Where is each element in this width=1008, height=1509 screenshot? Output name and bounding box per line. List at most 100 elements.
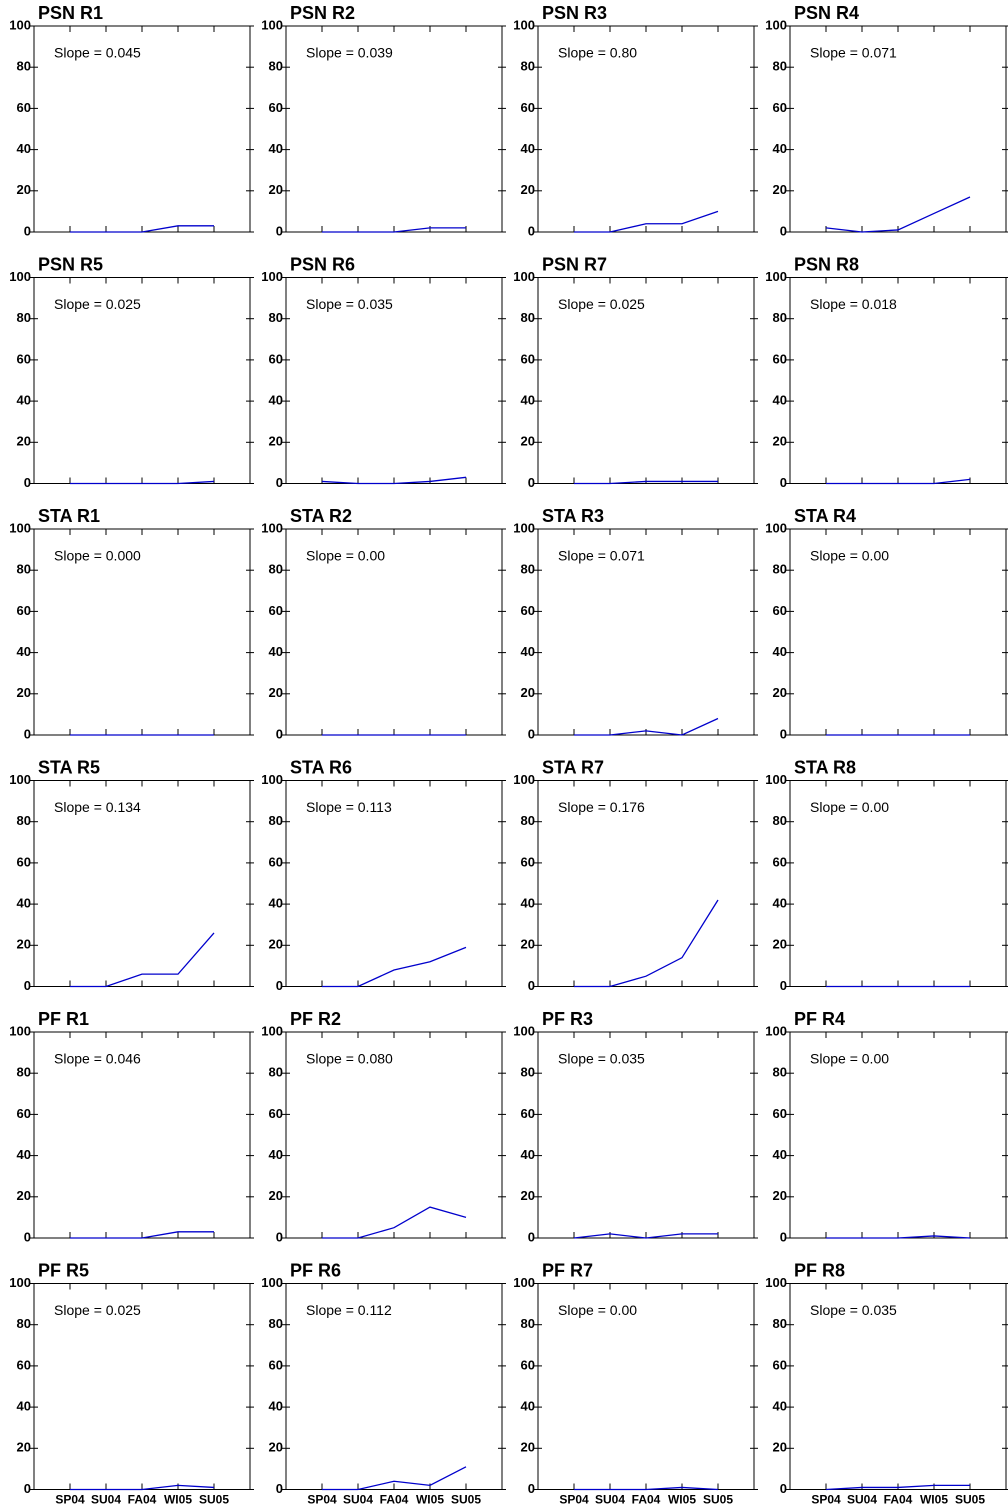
y-tick-label: 100 xyxy=(765,772,787,787)
y-tick-label: 100 xyxy=(261,772,283,787)
y-tick-label: 40 xyxy=(773,644,787,659)
x-tick-label: SU04 xyxy=(343,1493,373,1507)
y-tick-label: 20 xyxy=(269,937,283,952)
y-tick-label: 0 xyxy=(276,223,283,238)
y-tick-label: 20 xyxy=(17,434,31,449)
y-tick-label: 0 xyxy=(24,1481,31,1496)
chart-title: PF R3 xyxy=(542,1009,593,1029)
chart-title: STA R2 xyxy=(290,506,352,526)
data-line xyxy=(322,227,466,233)
data-line xyxy=(322,946,467,988)
y-tick-label: 20 xyxy=(17,1188,31,1203)
y-tick-label: 100 xyxy=(765,520,787,535)
y-tick-label: 60 xyxy=(521,351,535,366)
y-tick-label: 40 xyxy=(773,393,787,408)
y-tick-label: 60 xyxy=(521,100,535,115)
y-tick-label: 20 xyxy=(269,1188,283,1203)
y-tick-label: 40 xyxy=(269,1399,283,1414)
y-tick-label: 20 xyxy=(773,182,787,197)
y-tick-label: 60 xyxy=(269,351,283,366)
x-tick-label: FA04 xyxy=(380,1493,409,1507)
x-tick-label: WI05 xyxy=(668,1493,696,1507)
y-tick-label: 100 xyxy=(9,269,31,284)
y-tick-label: 100 xyxy=(9,1023,31,1038)
y-tick-label: 100 xyxy=(513,269,535,284)
y-tick-label: 80 xyxy=(773,59,787,74)
data-line xyxy=(825,196,971,233)
y-tick-label: 0 xyxy=(24,978,31,993)
y-tick-label: 80 xyxy=(269,1316,283,1331)
y-tick-label: 20 xyxy=(269,685,283,700)
y-tick-label: 0 xyxy=(528,1481,535,1496)
annotation: Slope = 0.00 xyxy=(810,548,889,564)
y-tick-label: 40 xyxy=(17,644,31,659)
y-tick-label: 40 xyxy=(521,393,535,408)
data-line xyxy=(322,1466,467,1491)
x-tick-label: WI05 xyxy=(416,1493,444,1507)
data-line xyxy=(826,1235,971,1239)
chart-title: PF R7 xyxy=(542,1260,593,1280)
y-tick-label: 0 xyxy=(528,1229,535,1244)
y-tick-label: 20 xyxy=(521,182,535,197)
chart-title: PF R5 xyxy=(38,1260,89,1280)
y-tick-label: 20 xyxy=(521,685,535,700)
data-line xyxy=(574,1486,719,1491)
data-line xyxy=(321,476,467,485)
y-tick-label: 60 xyxy=(17,1106,31,1121)
y-tick-label: 80 xyxy=(521,1065,535,1080)
chart-title: PSN R8 xyxy=(794,254,859,274)
y-tick-label: 40 xyxy=(17,393,31,408)
y-tick-label: 20 xyxy=(521,434,535,449)
y-tick-label: 80 xyxy=(773,813,787,828)
data-line xyxy=(574,210,719,233)
chart-title: PSN R4 xyxy=(794,3,859,23)
y-tick-label: 100 xyxy=(765,17,787,32)
y-tick-label: 80 xyxy=(17,1065,31,1080)
y-tick-label: 60 xyxy=(269,1357,283,1372)
y-tick-label: 80 xyxy=(269,813,283,828)
y-tick-label: 80 xyxy=(521,1316,535,1331)
annotation: Slope = 0.80 xyxy=(558,45,637,61)
y-tick-label: 40 xyxy=(17,1399,31,1414)
y-tick-label: 0 xyxy=(780,1481,787,1496)
chart-title: PSN R2 xyxy=(290,3,355,23)
y-tick-label: 100 xyxy=(765,1275,787,1290)
y-tick-label: 100 xyxy=(9,17,31,32)
x-tick-label: FA04 xyxy=(632,1493,661,1507)
annotation: Slope = 0.046 xyxy=(54,1051,141,1067)
x-tick-label: WI05 xyxy=(164,1493,192,1507)
x-tick-label: SU04 xyxy=(91,1493,121,1507)
x-tick-label: SP04 xyxy=(55,1493,85,1507)
y-tick-label: 60 xyxy=(773,1357,787,1372)
annotation: Slope = 0.018 xyxy=(810,296,897,312)
y-tick-label: 0 xyxy=(780,475,787,490)
y-tick-label: 40 xyxy=(269,1147,283,1162)
y-tick-label: 40 xyxy=(521,1399,535,1414)
annotation: Slope = 0.035 xyxy=(810,1302,897,1318)
y-tick-label: 40 xyxy=(17,141,31,156)
y-tick-label: 20 xyxy=(269,434,283,449)
y-tick-label: 100 xyxy=(513,1275,535,1290)
y-tick-label: 0 xyxy=(276,1481,283,1496)
data-line xyxy=(70,1484,215,1491)
y-tick-label: 60 xyxy=(521,854,535,869)
chart-title: PSN R3 xyxy=(542,3,607,23)
y-tick-label: 60 xyxy=(773,603,787,618)
y-tick-label: 40 xyxy=(521,896,535,911)
chart-title: PF R8 xyxy=(794,1260,845,1280)
y-tick-label: 60 xyxy=(269,1106,283,1121)
y-tick-label: 40 xyxy=(521,141,535,156)
y-tick-label: 0 xyxy=(780,726,787,741)
y-tick-label: 60 xyxy=(521,1357,535,1372)
x-tick-label: SU04 xyxy=(595,1493,625,1507)
y-tick-label: 40 xyxy=(17,896,31,911)
y-tick-label: 40 xyxy=(773,1147,787,1162)
chart-title: STA R3 xyxy=(542,506,604,526)
y-tick-label: 80 xyxy=(521,310,535,325)
y-tick-label: 80 xyxy=(521,813,535,828)
y-tick-label: 20 xyxy=(773,685,787,700)
y-tick-label: 40 xyxy=(521,644,535,659)
y-tick-label: 20 xyxy=(521,1188,535,1203)
